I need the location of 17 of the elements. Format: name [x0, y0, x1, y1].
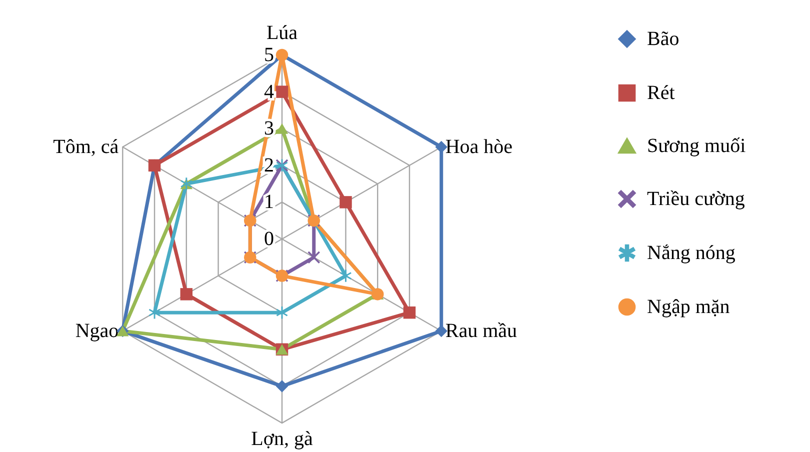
legend-label: Sương muối — [647, 135, 746, 157]
legend-label: Ngập mặn — [647, 296, 730, 318]
legend-label: Nắng nóng — [647, 242, 736, 264]
y-tick-label: 5 — [264, 44, 274, 66]
legend-label: Rét — [647, 82, 676, 104]
y-tick-label: 1 — [264, 191, 274, 214]
spoke-label: Lúa — [266, 22, 298, 44]
y-tick-label: 3 — [264, 118, 274, 140]
spoke-label: Lợn, gà — [251, 428, 313, 450]
spoke-label: Ngao — [75, 320, 119, 342]
legend-label: Bão — [647, 28, 680, 50]
y-tick-label: 0 — [264, 228, 274, 250]
spoke-label: Hoa hòe — [445, 136, 513, 158]
spoke-label: Tôm, cá — [53, 136, 119, 158]
legend-label: Triều cường — [647, 188, 745, 210]
spoke-label: Rau mầu — [445, 320, 518, 342]
y-tick-label: 4 — [264, 80, 274, 103]
